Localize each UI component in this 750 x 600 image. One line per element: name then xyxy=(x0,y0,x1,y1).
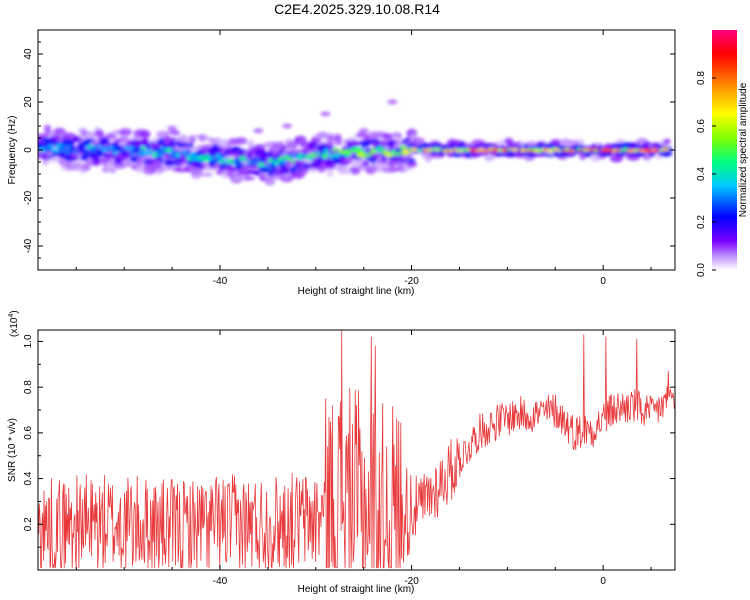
spectrogram-energy-blob xyxy=(201,136,211,141)
spectrogram-energy-blob xyxy=(82,162,91,172)
spectrogram-energy-blob xyxy=(349,140,360,146)
spectrogram-energy-blob xyxy=(663,138,671,145)
spectrogram-energy-blob xyxy=(140,130,151,139)
spectrogram-energy-blob xyxy=(382,133,394,140)
spectrogram-y-axis-label: Frequency (Hz) xyxy=(7,116,18,185)
spectrogram-energy-blob xyxy=(323,165,338,170)
spectrogram-energy-blob xyxy=(167,125,178,131)
spectrogram-energy-blob xyxy=(362,160,370,166)
spectrogram-panel: -40 -20 0 -40 -20 0 20 40 Height of straight li… xyxy=(7,29,676,297)
snr-frame xyxy=(37,329,676,571)
spectrogram-energy-blob xyxy=(661,147,670,151)
spectrogram-energy-blob xyxy=(406,158,416,163)
snr-x-tick-label: 0 xyxy=(600,576,606,587)
spectrogram-energy-blob xyxy=(317,166,326,173)
snr-series-line xyxy=(38,330,675,569)
spectrogram-energy-blob xyxy=(559,138,572,146)
snr-y-scale-suffix: ) xyxy=(9,310,20,313)
snr-y-tick-label: 1.0 xyxy=(23,334,34,348)
spectrogram-energy-blob xyxy=(282,123,293,129)
colorbar-tick-label: 0.4 xyxy=(696,167,707,181)
snr-x-tick-label: -20 xyxy=(404,576,419,587)
spectrogram-x-tick-label: -20 xyxy=(404,276,419,287)
snr-ticks: -40 -20 0 0.2 0.4 0.6 0.8 1.0 xyxy=(23,330,675,587)
snr-y-tick-label: 0.2 xyxy=(23,517,34,531)
snr-y-scale-exponent: 4 xyxy=(8,314,15,318)
spectrogram-energy-blob xyxy=(326,135,336,142)
spectrogram-energy-blob xyxy=(464,142,475,148)
colorbar-gradient xyxy=(712,30,737,270)
colorbar-tick-label: 0.6 xyxy=(696,119,707,133)
spectrogram-energy-blob xyxy=(119,136,129,142)
colorbar-tick-label: 0.2 xyxy=(696,215,707,229)
spectrogram-x-axis-label: Height of straight line (km) xyxy=(298,286,415,297)
snr-y-tick-label: 0.6 xyxy=(23,425,34,439)
spectrogram-energy-blob xyxy=(394,134,403,140)
snr-y-tick-label: 0.4 xyxy=(23,471,34,485)
colorbar: 0.0 0.2 0.4 0.6 0.8 Normalized spectral ampl… xyxy=(696,30,749,277)
colorbar-tick-label: 0.8 xyxy=(696,71,707,85)
spectrogram-energy-blob xyxy=(470,151,481,158)
spectrogram-energy-blob xyxy=(271,174,283,180)
spectrogram-energy-blob xyxy=(154,168,165,175)
spectrogram-energy-blob xyxy=(235,137,248,145)
spectrogram-energy-blob xyxy=(283,172,290,179)
spectrogram-energy-blob xyxy=(170,130,181,136)
spectrogram-energy-blob xyxy=(320,111,331,117)
spectrogram-energy-blob xyxy=(405,137,412,142)
spectrogram-energy-blob xyxy=(164,159,176,167)
spectrogram-energy-blob xyxy=(430,142,443,148)
spectrogram-x-tick-label: -40 xyxy=(213,276,228,287)
snr-y-tick-label: 0.8 xyxy=(23,380,34,394)
spectrogram-energy-blob xyxy=(232,176,243,182)
spectrogram-energy-blob xyxy=(387,99,398,105)
colorbar-label: Normalized spectral amplitude xyxy=(738,82,749,217)
snr-x-axis-label: Height of straight line (km) xyxy=(298,584,415,595)
spectrogram-y-tick-label: 40 xyxy=(23,48,34,60)
spectrogram-energy-blob xyxy=(399,145,407,151)
spectrogram-energy-blob xyxy=(254,144,266,152)
spectrogram-energy-blob xyxy=(96,150,104,156)
snr-y-axis-label: SNR (10 * v/v) xyxy=(7,418,18,482)
spectrogram-energy-blob xyxy=(387,160,397,167)
spectrogram-energy-blob xyxy=(42,159,49,166)
spectrogram-y-tick-label: 0 xyxy=(23,147,34,153)
spectrogram-energy-blob xyxy=(333,133,342,142)
spectrogram-energy xyxy=(38,99,673,186)
spectrogram-energy-blob xyxy=(178,134,189,144)
spectrogram-energy-blob xyxy=(321,153,329,159)
spectrogram-energy-blob xyxy=(350,167,361,175)
spectrogram-energy-blob xyxy=(189,167,203,176)
spectrogram-energy-blob xyxy=(484,154,495,162)
spectrogram-energy-blob xyxy=(244,176,256,181)
spectrogram-energy-blob xyxy=(358,128,369,134)
spectrogram-energy-blob xyxy=(614,154,621,163)
spectrogram-energy-blob xyxy=(118,128,133,137)
spectrogram-ticks: -40 -20 0 -40 -20 0 20 40 xyxy=(23,29,675,287)
snr-y-scale-prefix: (x10 xyxy=(9,317,20,337)
spectrogram-energy-blob xyxy=(358,132,368,138)
spectrogram-energy-blob xyxy=(568,140,582,145)
spectrogram-energy-blob xyxy=(188,135,196,145)
colorbar-tick-label: 0.0 xyxy=(696,263,707,277)
spectrogram-x-tick-label: 0 xyxy=(600,276,606,287)
snr-panel: -40 -20 0 0.2 0.4 0.6 0.8 1.0 Height of straigh… xyxy=(7,310,676,595)
colorbar-ticks: 0.0 0.2 0.4 0.6 0.8 xyxy=(696,71,716,277)
spectrogram-energy-blob xyxy=(43,124,52,132)
snr-x-tick-label: -40 xyxy=(213,576,228,587)
spectrogram-energy-blob xyxy=(253,128,264,134)
spectrogram-energy-blob xyxy=(118,163,126,169)
spectrogram-energy-blob xyxy=(326,168,334,178)
spectrogram-y-tick-label: -40 xyxy=(23,238,34,253)
spectrogram-energy-blob xyxy=(326,141,335,147)
chart-title: C2E4.2025.329.10.08.R14 xyxy=(274,1,440,17)
spectrogram-y-tick-label: -20 xyxy=(23,190,34,205)
spectrogram-energy-blob xyxy=(201,172,214,177)
spectrogram-energy-blob xyxy=(95,129,104,138)
snr-y-scale-label: (x104) xyxy=(8,310,20,337)
spectrogram-y-tick-label: 20 xyxy=(23,96,34,108)
spectrogram-energy-blob xyxy=(406,161,418,168)
spectrogram-energy-blob xyxy=(264,177,276,186)
